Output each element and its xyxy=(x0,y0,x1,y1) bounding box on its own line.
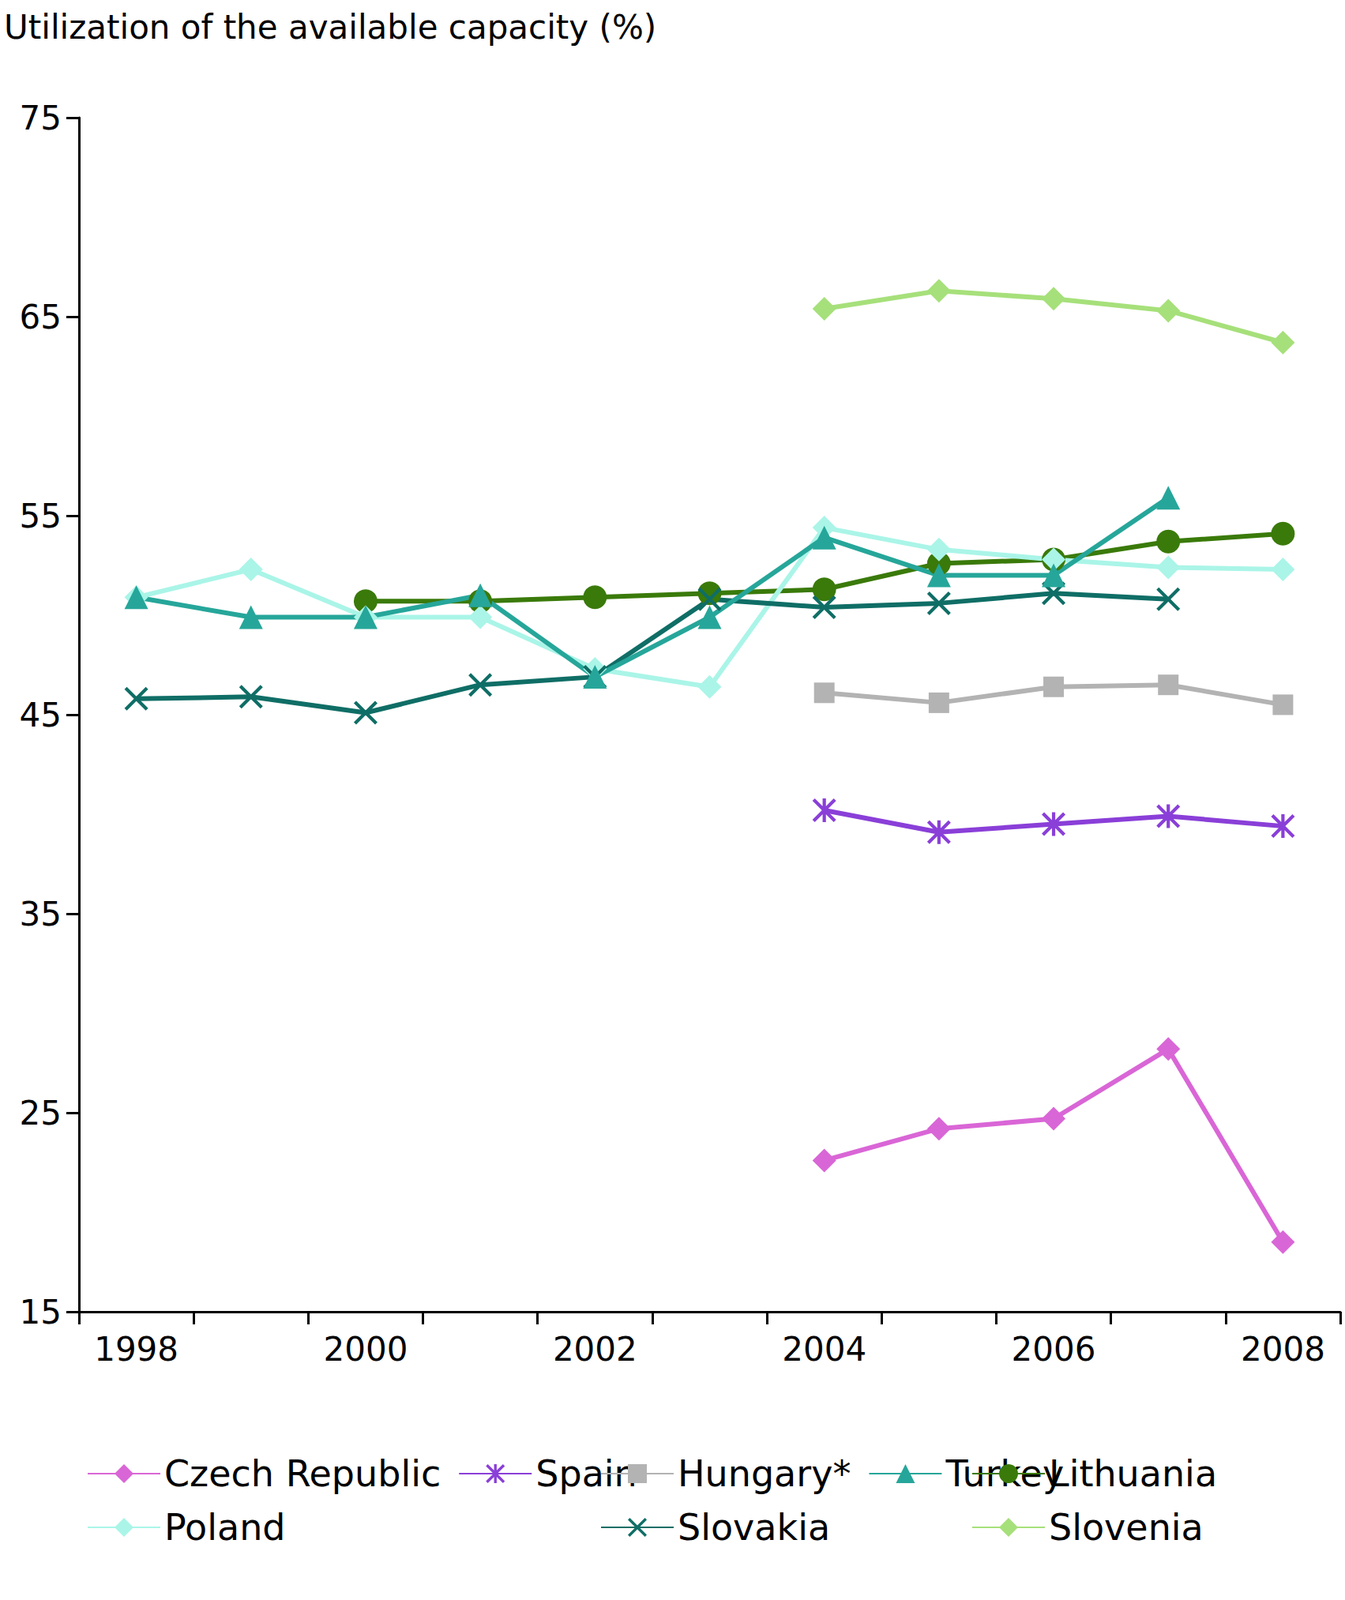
svg-text:Turkey: Turkey xyxy=(944,1452,1064,1496)
svg-text:Hungary*: Hungary* xyxy=(677,1452,851,1496)
svg-text:Poland: Poland xyxy=(164,1506,286,1549)
svg-text:45: 45 xyxy=(19,695,62,735)
svg-text:35: 35 xyxy=(19,894,62,934)
svg-text:Czech Republic: Czech Republic xyxy=(164,1452,441,1496)
svg-text:Slovenia: Slovenia xyxy=(1048,1506,1204,1549)
svg-text:2006: 2006 xyxy=(1011,1329,1097,1369)
svg-text:Utilization of the available c: Utilization of the available capacity (%… xyxy=(3,7,657,47)
svg-text:Spain: Spain xyxy=(535,1452,638,1496)
svg-text:2002: 2002 xyxy=(552,1329,638,1369)
svg-text:2004: 2004 xyxy=(781,1329,867,1369)
svg-text:75: 75 xyxy=(19,98,62,138)
svg-text:25: 25 xyxy=(19,1093,62,1133)
svg-text:1998: 1998 xyxy=(93,1329,179,1369)
svg-text:55: 55 xyxy=(19,496,62,536)
svg-text:15: 15 xyxy=(19,1292,62,1332)
svg-text:Lithuania: Lithuania xyxy=(1048,1452,1218,1496)
svg-text:2008: 2008 xyxy=(1240,1329,1326,1369)
svg-text:2000: 2000 xyxy=(323,1329,409,1369)
svg-text:Slovakia: Slovakia xyxy=(677,1506,831,1549)
svg-text:65: 65 xyxy=(19,297,62,337)
